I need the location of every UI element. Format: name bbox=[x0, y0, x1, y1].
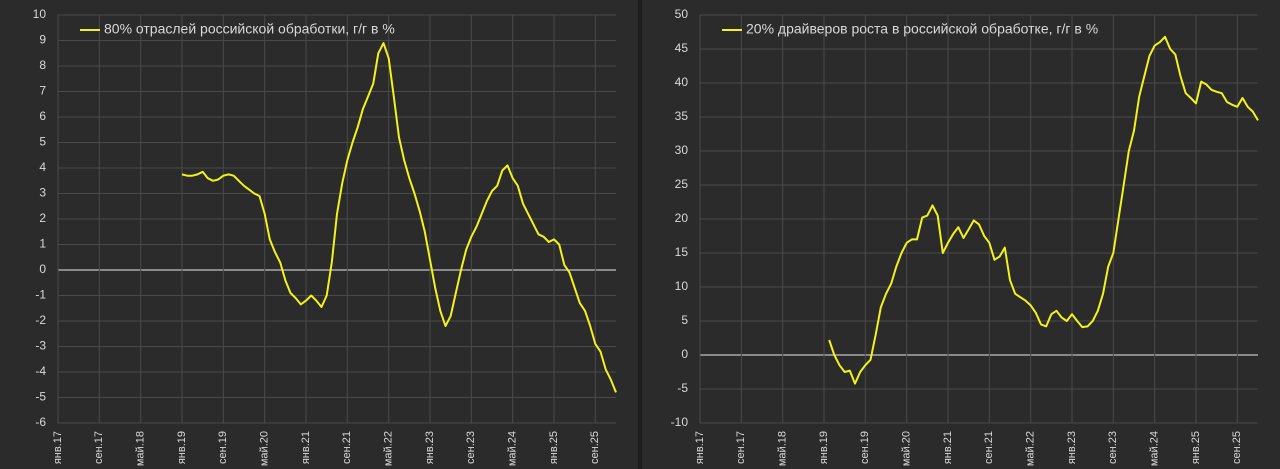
x-tick-label: янв.21 bbox=[300, 431, 312, 464]
x-tick-label: сен.23 bbox=[1107, 431, 1119, 464]
y-tick-label: 35 bbox=[675, 109, 689, 123]
x-tick-label: май.22 bbox=[383, 431, 395, 466]
legend-label: 20% драйверов роста в российской обработ… bbox=[746, 21, 1098, 37]
line bbox=[828, 35, 1259, 385]
y-tick-label: 2 bbox=[39, 211, 46, 225]
y-tick-label: 25 bbox=[675, 177, 689, 191]
y-tick-label: -3 bbox=[35, 339, 46, 353]
x-tick-label: май.18 bbox=[135, 431, 147, 466]
chart: -10 -5 0 5 10 15 20 25 30 35 40 45 50 янв.17 сен.17 май… bbox=[642, 0, 1280, 469]
y-tick-label: 10 bbox=[675, 279, 689, 293]
x-tick-label: май.24 bbox=[1149, 431, 1161, 466]
y-tick-label: 8 bbox=[39, 58, 46, 72]
x-tick-label: сен.17 bbox=[735, 431, 747, 464]
y-tick-label: 4 bbox=[39, 160, 46, 174]
x-tick-label: сен.17 bbox=[93, 431, 105, 464]
x-tick-label: янв.17 bbox=[52, 431, 64, 464]
y-tick-label: 9 bbox=[39, 33, 46, 47]
x-tick-label: май.20 bbox=[259, 431, 271, 466]
y-tick-label: 1 bbox=[39, 237, 46, 251]
x-tick-label: сен.19 bbox=[859, 431, 871, 464]
y-tick-label: 6 bbox=[39, 109, 46, 123]
y-tick-label: 30 bbox=[675, 143, 689, 157]
x-tick-label: май.22 bbox=[1025, 431, 1037, 466]
y-tick-label: 5 bbox=[39, 135, 46, 149]
x-tick-label: янв.25 bbox=[548, 431, 560, 464]
x-tick-label: май.18 bbox=[777, 431, 789, 466]
x-tick-label: янв.21 bbox=[942, 431, 954, 464]
y-tick-label: -4 bbox=[35, 364, 46, 378]
y-tick-label: 20 bbox=[675, 211, 689, 225]
x-tick-label: май.24 bbox=[507, 431, 519, 466]
y-tick-label: -1 bbox=[35, 288, 46, 302]
y-tick-label: -2 bbox=[35, 313, 46, 327]
y-tick-label: -6 bbox=[35, 415, 46, 429]
y-tick-label: 3 bbox=[39, 186, 46, 200]
y-tick-label: 40 bbox=[675, 75, 689, 89]
y-tick-label: -5 bbox=[677, 381, 688, 395]
y-tick-label: 10 bbox=[33, 7, 47, 21]
x-tick-label: сен.21 bbox=[983, 431, 995, 464]
chart: -6 -5 -4 -3 -2 -1 0 1 2 3 4 5 6 7 8 9 10 янв.17 сен.17 май.… bbox=[0, 0, 638, 469]
x-tick-label: янв.23 bbox=[1066, 431, 1078, 464]
y-tick-label: 7 bbox=[39, 84, 46, 98]
x-tick-label: янв.17 bbox=[694, 431, 706, 464]
y-tick-label: -5 bbox=[35, 390, 46, 404]
y-tick-label: 0 bbox=[39, 262, 46, 276]
x-tick-label: янв.19 bbox=[818, 431, 830, 464]
x-tick-label: янв.23 bbox=[424, 431, 436, 464]
x-tick-label: янв.19 bbox=[176, 431, 188, 464]
y-tick-label: -10 bbox=[671, 415, 689, 429]
x-tick-label: янв.25 bbox=[1190, 431, 1202, 464]
x-tick-label: сен.23 bbox=[465, 431, 477, 464]
x-tick-label: сен.19 bbox=[217, 431, 229, 464]
x-tick-label: сен.25 bbox=[589, 431, 601, 464]
y-tick-label: 0 bbox=[681, 347, 688, 361]
legend-label: 80% отраслей российской обработки, г/г в… bbox=[104, 21, 395, 37]
y-tick-label: 45 bbox=[675, 41, 689, 55]
line bbox=[181, 42, 617, 393]
x-tick-label: май.20 bbox=[901, 431, 913, 466]
y-tick-label: 50 bbox=[675, 7, 689, 21]
x-tick-label: сен.25 bbox=[1231, 431, 1243, 464]
y-tick-label: 5 bbox=[681, 313, 688, 327]
x-tick-label: сен.21 bbox=[341, 431, 353, 464]
y-tick-label: 15 bbox=[675, 245, 689, 259]
